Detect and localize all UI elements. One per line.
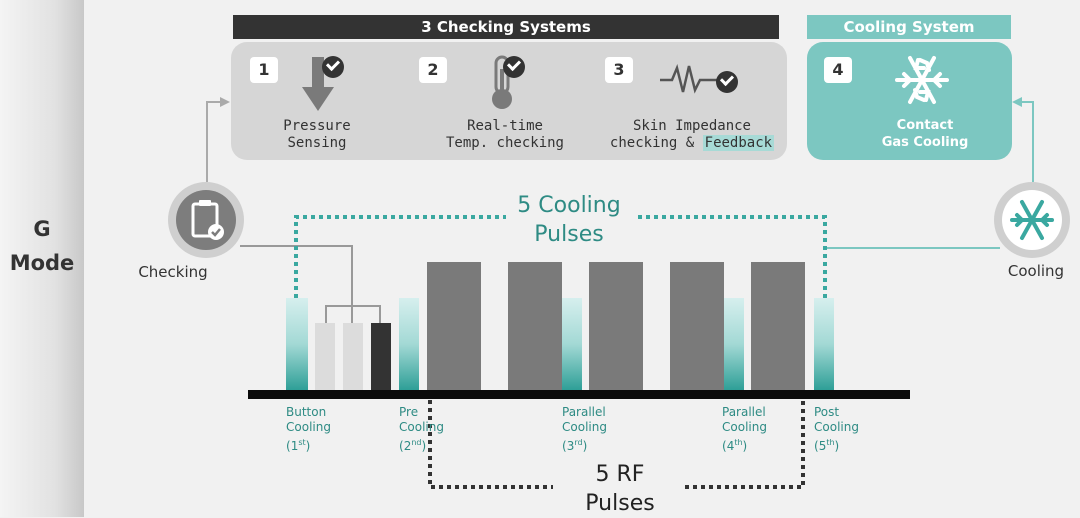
system-caption-2: Real-time Temp. checking [445,118,564,151]
cooling-label: Cooling [1007,262,1065,280]
snowflake-icon [895,56,949,104]
mode-label: Mode [9,251,75,275]
system-caption-4: Contact Gas Cooling [881,118,969,150]
checking-systems-header: 3 Checking Systems [233,15,779,39]
rf-pulse-bar-5 [751,262,805,390]
system-caption-3: Skin Impedance checking & Feedback [609,118,775,151]
waveform-icon [660,64,718,94]
pressure-arrow-icon [302,57,334,111]
sidebar: G Mode [0,0,84,517]
pulse-label-1: Button Cooling (1st) [286,405,331,453]
cooling-circle [994,182,1070,258]
rf-pulses-label: 5 RF Pulses [585,462,655,516]
rf-pulse-bar-1 [427,262,481,390]
pulse-label-4: Parallel Cooling (4th) [722,405,767,453]
checking-circle [168,182,244,258]
check-bar-2 [343,323,363,390]
check-bar-3 [371,323,391,390]
pulse-label-5: Post Cooling (5th) [814,405,859,453]
snowflake-icon [1010,200,1054,240]
check-badge-icon [322,56,344,78]
mode-letter: G [33,217,51,241]
rf-pulse-bar-4 [670,262,724,390]
system-number-3: 3 [605,57,633,83]
system-number-1: 1 [250,57,278,83]
check-badge-icon [716,71,738,93]
pulse-label-3: Parallel Cooling (3rd) [562,405,607,453]
system-number-4: 4 [824,57,852,83]
check-badge-icon [503,56,525,78]
checking-label: Checking [138,263,208,281]
timeline-baseline [248,390,910,399]
pulse-label-2: Pre Cooling (2nd) [399,405,444,453]
cooling-system-header: Cooling System [807,15,1011,39]
check-bar-1 [315,323,335,390]
cooling-pulse-bar-5 [814,298,834,390]
clipboard-check-icon [176,190,236,250]
system-number-2: 2 [419,57,447,83]
rf-pulse-bar-3 [589,262,643,390]
cooling-pulse-bar-1 [286,298,308,390]
cooling-pulse-bar-4 [724,298,744,390]
system-caption-1: Pressure Sensing [283,118,351,151]
cooling-pulse-bar-2 [399,298,419,390]
rf-pulse-bar-2 [508,262,562,390]
cooling-pulse-bar-3 [562,298,582,390]
cooling-pulses-label: 5 Cooling Pulses [517,193,621,247]
